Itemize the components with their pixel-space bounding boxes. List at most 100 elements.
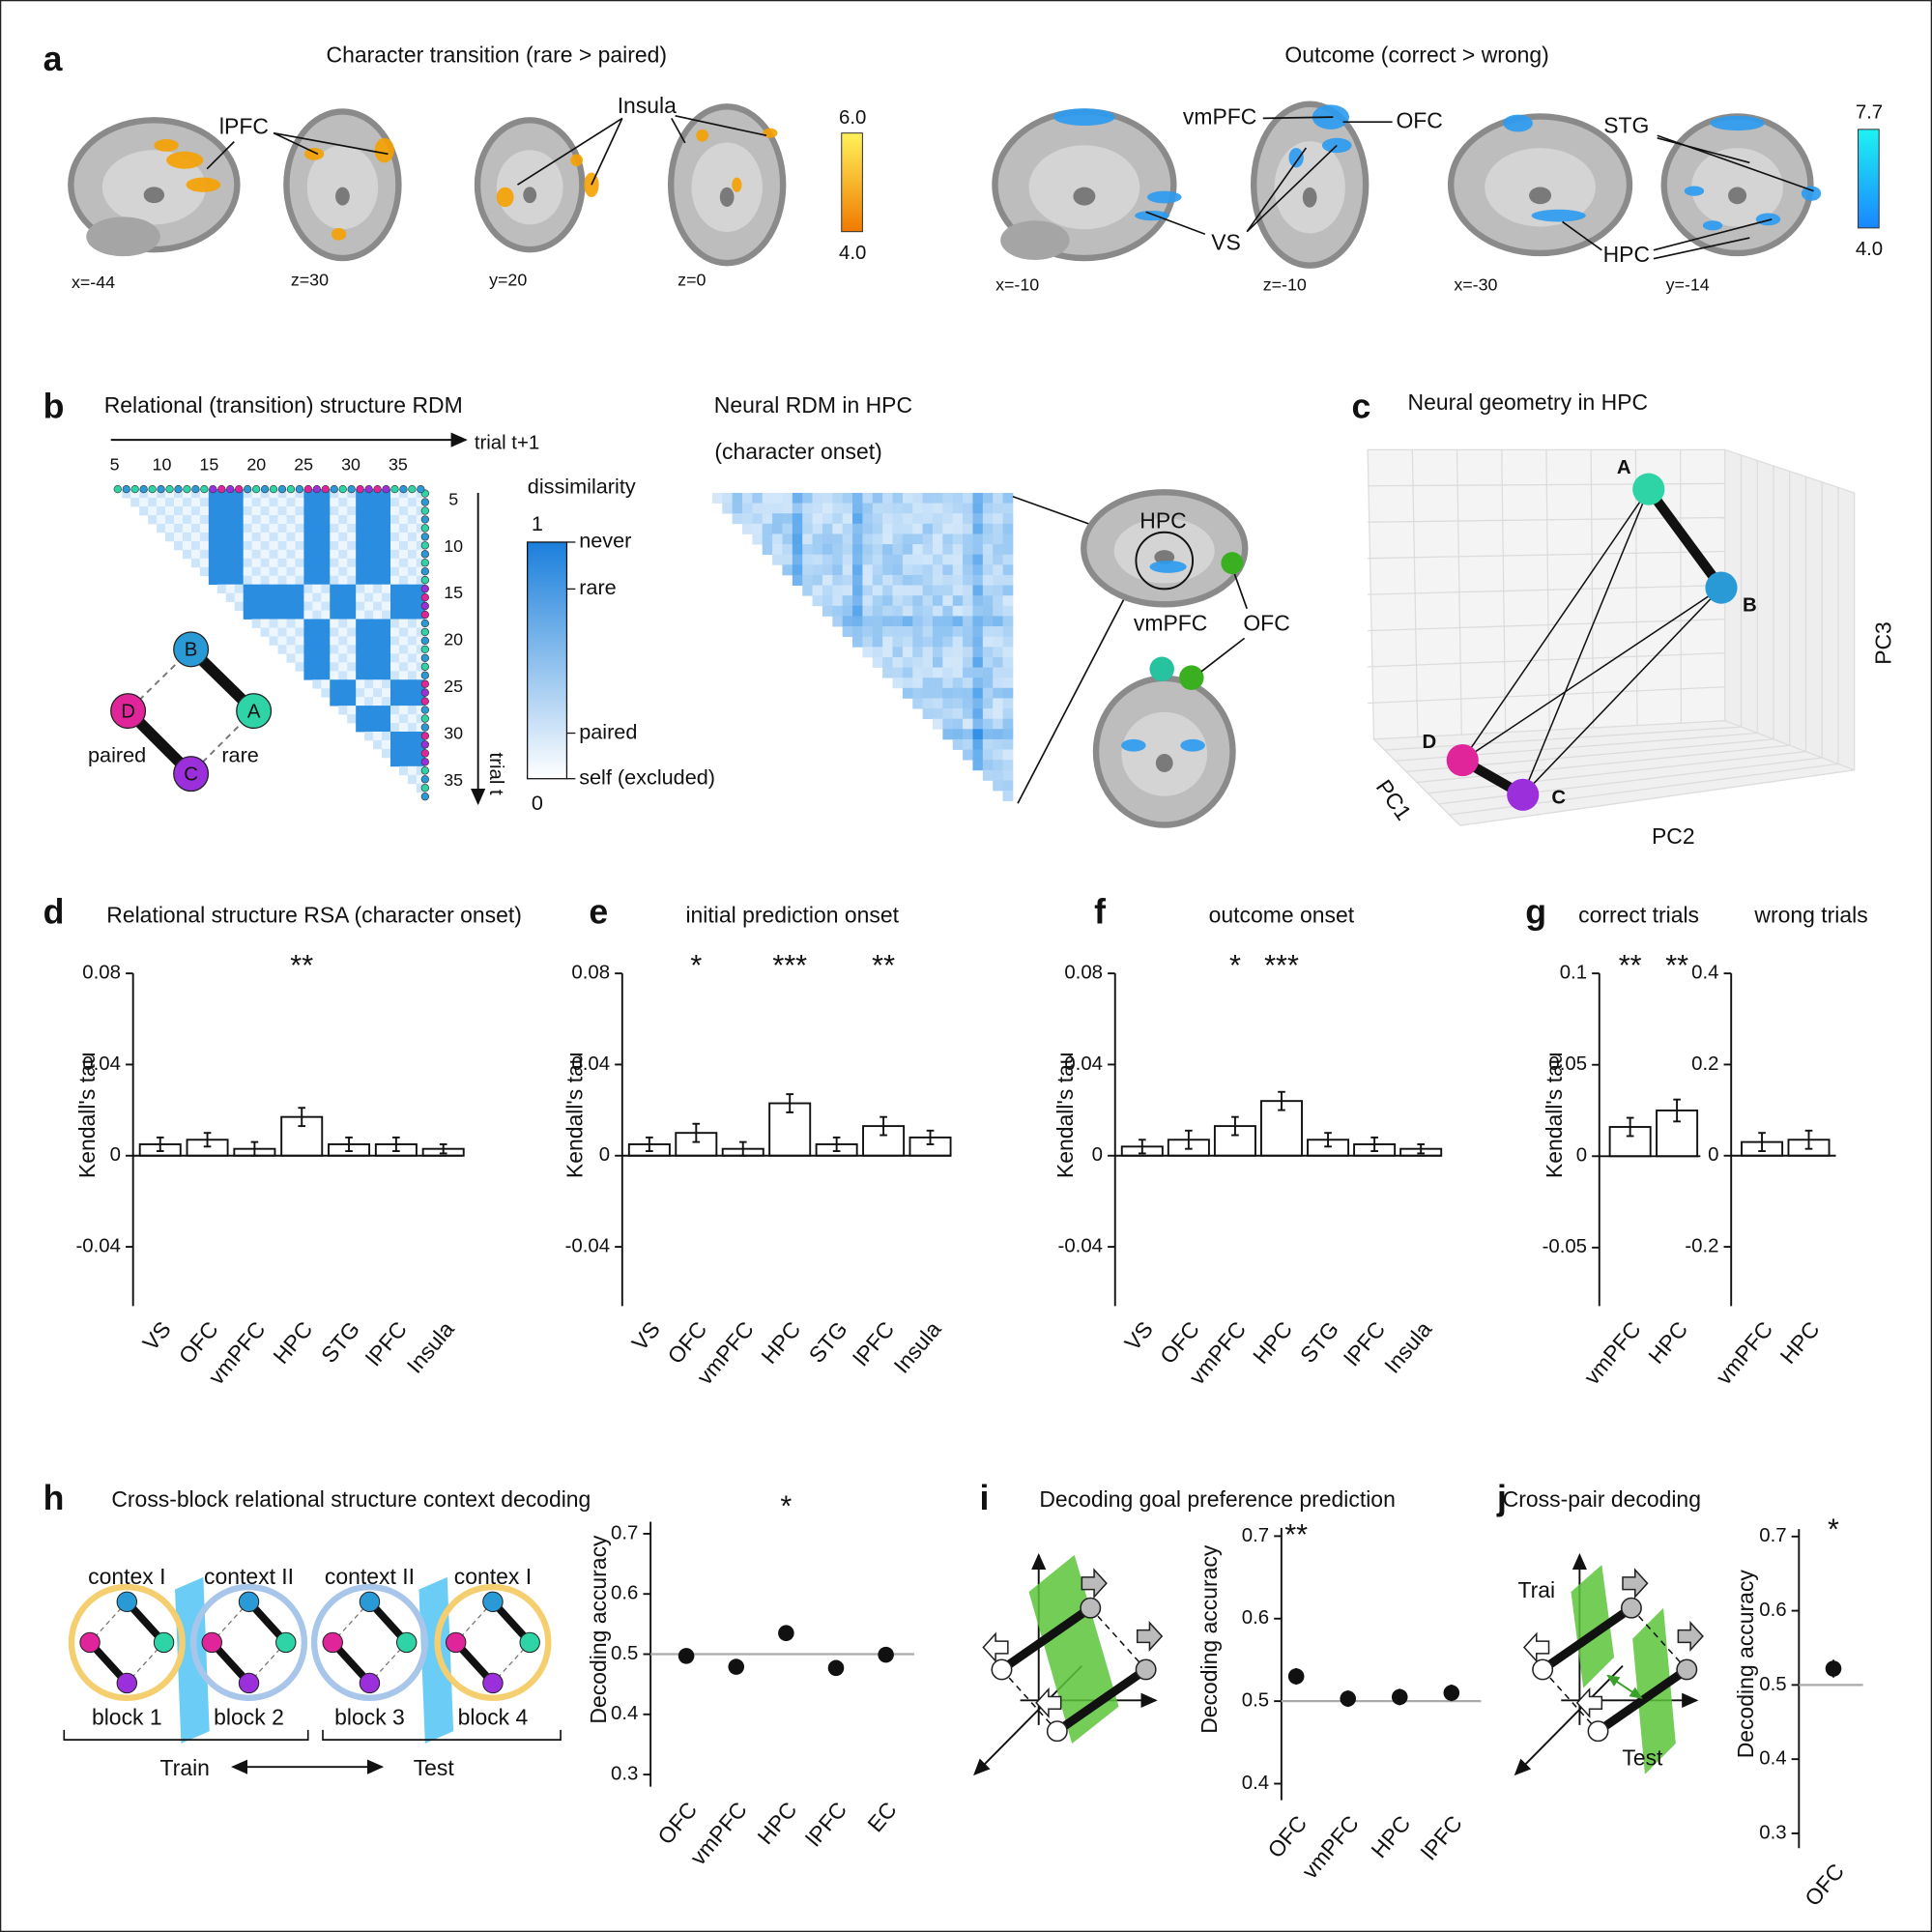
node: [153, 1631, 175, 1654]
axis-label: trial t: [485, 753, 506, 795]
rdm-cell: [942, 513, 954, 525]
trial-dot: [420, 559, 429, 567]
rdm-cell: [812, 503, 823, 514]
rdm-cell: [963, 647, 973, 658]
rdm-cell: [347, 489, 357, 499]
node-label: A: [247, 701, 261, 722]
node: [116, 1591, 138, 1613]
rdm-cell: [1002, 533, 1014, 545]
rdm-cell: [762, 533, 773, 545]
rdm-cell: [330, 688, 339, 698]
rdm-cell: [993, 718, 1003, 730]
trial-dot: [420, 688, 429, 697]
rdm-cell: [347, 653, 357, 663]
brain-ventricle: [335, 187, 350, 206]
trial-dot: [420, 567, 429, 576]
rdm-cell: [321, 515, 331, 525]
rdm-cell: [972, 595, 984, 607]
rdm-cell: [772, 523, 783, 534]
decision-plane: [1571, 1565, 1615, 1688]
rdm-cell: [312, 489, 322, 499]
rdm-cell: [912, 564, 924, 576]
rdm-cell: [842, 544, 853, 556]
rdm-cell: [922, 523, 934, 534]
rdm-cell: [882, 616, 893, 627]
rdm-cell: [216, 549, 227, 560]
rdm-cell: [243, 532, 253, 542]
rdm-cell: [862, 544, 874, 556]
rdm-cell: [1002, 503, 1014, 514]
rdm-cell: [792, 533, 803, 545]
y-axis-label: Kendall's tau: [1053, 1052, 1078, 1178]
rdm-cell: [902, 544, 913, 556]
rdm-cell: [251, 592, 261, 602]
rdm-cell: [382, 627, 391, 637]
y-tick-label: 20: [444, 630, 463, 649]
rdm-cell: [338, 688, 348, 698]
axis-label: trial t+1: [475, 432, 539, 453]
grid-line: [1427, 751, 1806, 794]
trial-dot: [260, 484, 270, 494]
significance-label: *: [690, 949, 702, 982]
rdm-cell: [269, 584, 278, 594]
rdm-cell: [862, 636, 874, 648]
rdm-cell: [373, 688, 383, 698]
rdm-cell: [812, 544, 823, 556]
rdm-cell: [912, 626, 924, 638]
colorbar-tick-label: 1: [532, 511, 543, 535]
panel-title: Outcome (correct > wrong): [1284, 43, 1548, 68]
rdm-cell: [295, 549, 304, 560]
rdm-cell: [398, 575, 409, 586]
rdm-cell: [892, 513, 904, 525]
trial-dot: [244, 484, 252, 494]
rdm-cell: [347, 610, 357, 620]
rdm-cell: [234, 549, 245, 560]
rdm-cell: [260, 489, 270, 499]
rdm-cell: [338, 558, 348, 568]
rdm-cell: [882, 533, 893, 545]
rdm-cell: [852, 544, 863, 556]
rdm-cell: [952, 626, 964, 638]
y-tick-label: 0.6: [1759, 1600, 1786, 1621]
rdm-cell: [912, 605, 924, 617]
rdm-cell: [882, 523, 893, 534]
rdm-cell: [277, 610, 287, 620]
rdm-cell: [952, 738, 964, 750]
grid-line: [1438, 757, 1823, 805]
x-tick-label: HPC: [752, 1797, 801, 1849]
trial-dot: [420, 592, 429, 602]
bracket: [63, 1729, 309, 1741]
trial-dot: [364, 484, 373, 494]
character-node: [1080, 1597, 1102, 1619]
rdm-cell: [286, 619, 296, 628]
rdm-cell: [912, 595, 924, 607]
rdm-cell: [157, 506, 166, 516]
rdm-cell: [892, 523, 904, 534]
rdm-cell: [932, 554, 943, 565]
x-tick-label: Insula: [1379, 1316, 1436, 1378]
rdm-cell: [982, 585, 994, 596]
rdm-cell: [416, 592, 426, 602]
block-label: block 1: [92, 1705, 162, 1730]
colorbar-title: dissimilarity: [528, 475, 636, 499]
rdm-cell: [802, 585, 813, 596]
rdm-cell: [416, 515, 426, 525]
rdm-cell: [993, 738, 1003, 750]
rdm-cell: [802, 574, 813, 586]
rdm-cell: [398, 731, 409, 741]
rdm-cell: [882, 544, 893, 556]
rdm-cell: [993, 533, 1003, 545]
rdm-cell: [982, 595, 994, 607]
leader-line: [675, 115, 767, 137]
rdm-cell: [234, 575, 245, 586]
rdm-cell: [157, 523, 166, 533]
rdm-cell: [356, 688, 365, 698]
rdm-cell: [842, 554, 853, 565]
node: [173, 756, 210, 793]
rdm-cell: [216, 532, 227, 542]
rdm-cell: [882, 503, 893, 514]
rdm-cell: [407, 645, 418, 654]
rdm-cell: [792, 513, 803, 525]
rdm-cell: [812, 564, 823, 576]
rdm-cell: [251, 540, 261, 551]
